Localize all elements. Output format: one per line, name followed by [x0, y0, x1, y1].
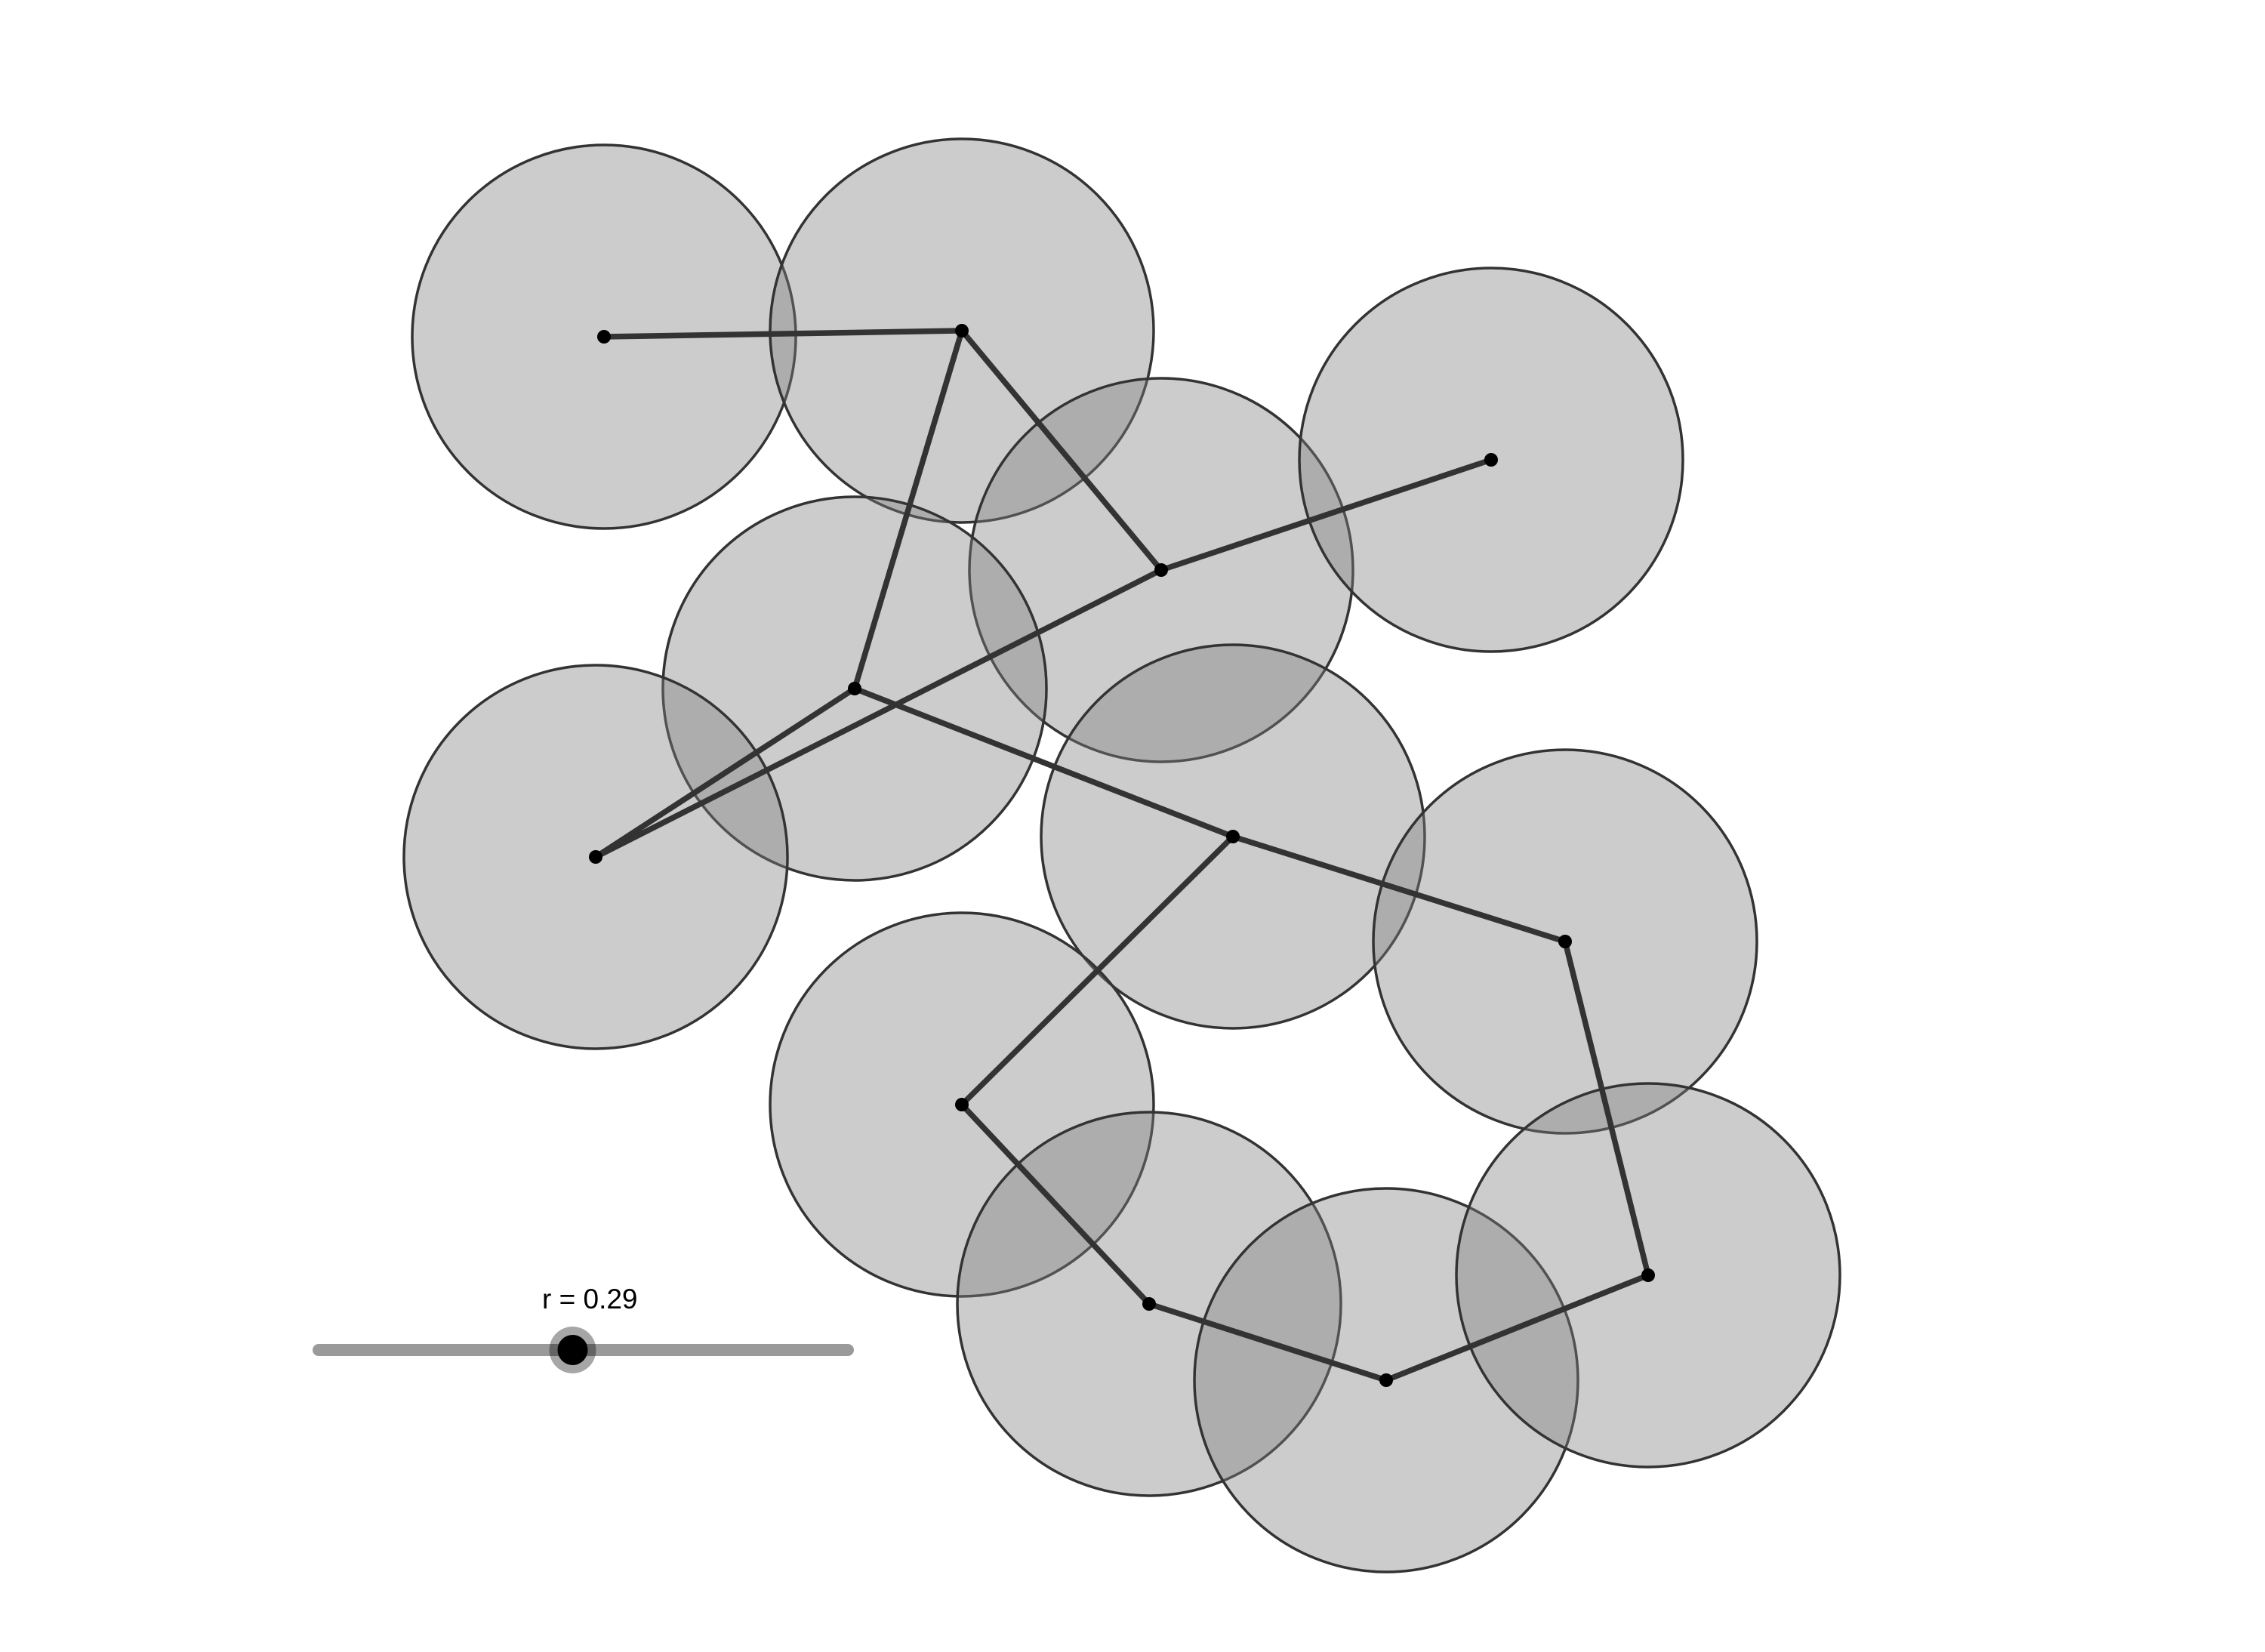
vertex-v11[interactable]: [1379, 1373, 1393, 1387]
vertex-v12[interactable]: [1641, 1268, 1655, 1282]
edge-v3-v5: [593, 567, 1164, 860]
vertex-v4[interactable]: [848, 682, 861, 695]
vertex-v1[interactable]: [597, 330, 611, 344]
vertex-v2[interactable]: [955, 324, 969, 337]
edge-v7-v8: [1230, 834, 1568, 945]
edge-v7-v9: [959, 834, 1236, 1108]
disks-layer: [402, 137, 1841, 1573]
vertex-v10[interactable]: [1142, 1297, 1156, 1311]
vertex-v9[interactable]: [955, 1098, 969, 1111]
edges-layer: [593, 328, 1651, 1383]
edge-v13-v8: [1562, 938, 1651, 1278]
vertex-v7[interactable]: [1226, 830, 1240, 843]
edge-v2-v4: [852, 328, 965, 692]
vertex-v5[interactable]: [589, 850, 602, 864]
slider-label: r = 0.29: [542, 1284, 638, 1315]
edge-v10-v11: [1146, 1301, 1389, 1383]
slider-knob[interactable]: [557, 1335, 588, 1365]
edge-v4-v5: [593, 686, 858, 860]
edge-v2-v3: [959, 328, 1164, 573]
edge-v9-v10: [959, 1102, 1152, 1307]
radius-slider[interactable]: r = 0.29: [313, 1284, 854, 1373]
edge-v11-v12: [1383, 1272, 1651, 1383]
edge-v3-v6: [1158, 457, 1494, 573]
edge-v1-v2: [601, 328, 965, 340]
vertex-v6[interactable]: [1484, 453, 1498, 467]
vertex-v3[interactable]: [1154, 563, 1168, 577]
edge-v4-v7: [852, 686, 1236, 840]
vertices-layer[interactable]: [589, 324, 1655, 1387]
vertex-v8[interactable]: [1558, 935, 1572, 948]
